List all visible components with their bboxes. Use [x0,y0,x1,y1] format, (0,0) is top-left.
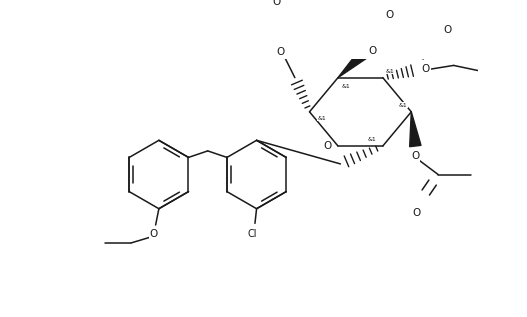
Polygon shape [409,112,421,147]
Text: &1: &1 [318,116,326,121]
Text: O: O [443,25,451,35]
Text: O: O [150,229,158,239]
Text: &1: &1 [367,137,376,142]
Polygon shape [338,49,368,78]
Text: O: O [422,64,430,74]
Text: O: O [413,208,421,218]
Text: &1: &1 [398,103,407,108]
Text: Cl: Cl [248,229,257,239]
Text: O: O [323,141,331,151]
Text: O: O [276,47,284,56]
Text: O: O [368,46,376,56]
Text: O: O [411,151,419,161]
Text: &1: &1 [385,68,394,74]
Text: &1: &1 [342,84,351,89]
Text: O: O [273,0,281,7]
Text: O: O [385,10,394,20]
